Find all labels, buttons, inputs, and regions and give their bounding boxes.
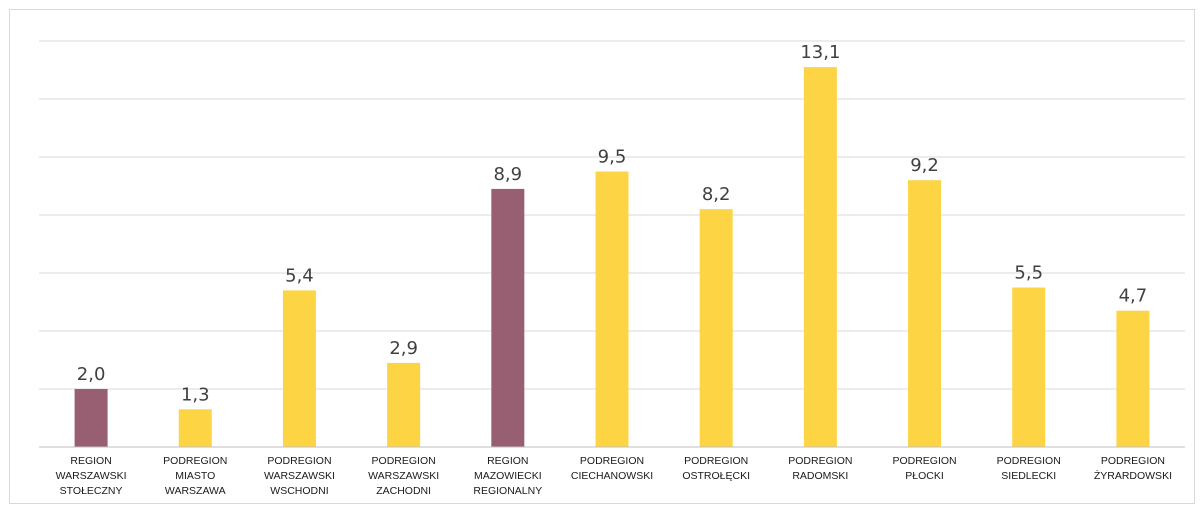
category-labels: REGION WARSZAWSKI STOŁECZNY PODREGION MIASTO…: [56, 455, 1172, 497]
value-label: 9,5: [598, 147, 627, 168]
category-label: PODREGION OSTROŁĘCKI: [682, 455, 750, 482]
category-label-line: REGION: [487, 455, 528, 467]
category-label-line: ŻYRARDOWSKI: [1094, 469, 1172, 482]
bar: [387, 362, 421, 447]
category-label-line: MAZOWIECKI: [474, 470, 542, 482]
category-label-line: PODREGION: [372, 455, 436, 467]
category-label-line: PŁOCKI: [905, 470, 944, 482]
category-label-line: SIEDLECKI: [1001, 470, 1056, 482]
category-label-line: WARSZAWSKI: [264, 470, 335, 482]
bar: [908, 180, 942, 447]
value-label: 8,9: [493, 164, 522, 185]
category-label: REGION WARSZAWSKI STOŁECZNY: [56, 455, 127, 497]
value-label: 8,2: [702, 184, 731, 205]
bar-chart: 2,0 1,3 5,4 2,9 8,9 9,5 8,2 13,1 9,2 5,5 4,7 REGIO…: [39, 40, 1185, 497]
category-label-line: MIASTO: [175, 470, 215, 482]
category-label-line: PODREGION: [788, 455, 852, 467]
bar: [595, 171, 629, 447]
category-label: PODREGION WARSZAWSKI WSCHODNI: [264, 455, 335, 497]
category-label: REGION MAZOWIECKI REGIONALNY: [473, 455, 542, 497]
category-label-line: CIECHANOWSKI: [571, 470, 653, 482]
value-label: 5,5: [1014, 263, 1043, 284]
category-label-line: REGION: [70, 455, 111, 467]
category-label: PODREGION RADOMSKI: [788, 455, 852, 482]
value-labels: 2,0 1,3 5,4 2,9 8,9 9,5 8,2 13,1 9,2 5,5 4,7: [77, 42, 1147, 405]
value-label: 4,7: [1119, 286, 1148, 307]
value-label: 1,3: [181, 384, 210, 405]
category-label-line: REGIONALNY: [473, 485, 542, 497]
category-label-line: WARSZAWA: [165, 485, 226, 497]
category-label: PODREGION CIECHANOWSKI: [571, 455, 653, 482]
bar: [178, 409, 212, 447]
value-label: 2,9: [389, 338, 418, 359]
category-label-line: PODREGION: [892, 455, 956, 467]
value-label: 9,2: [910, 155, 939, 176]
category-label: PODREGION ŻYRARDOWSKI: [1094, 455, 1172, 482]
category-label-line: PODREGION: [997, 455, 1061, 467]
category-label-line: RADOMSKI: [792, 470, 848, 482]
category-label-line: PODREGION: [1101, 455, 1165, 467]
category-label-line: PODREGION: [684, 455, 748, 467]
category-label-line: WARSZAWSKI: [368, 470, 439, 482]
chart-frame: 2,0 1,3 5,4 2,9 8,9 9,5 8,2 13,1 9,2 5,5 4,7 REGIO…: [9, 9, 1195, 504]
category-label-line: STOŁECZNY: [60, 485, 123, 497]
category-label: PODREGION MIASTO WARSZAWA: [163, 455, 227, 497]
category-label: PODREGION PŁOCKI: [892, 455, 956, 482]
bar: [491, 188, 525, 447]
value-label: 2,0: [77, 364, 106, 385]
bar: [282, 290, 316, 447]
bars: [74, 67, 1150, 447]
bar: [1116, 310, 1150, 447]
bar: [1012, 287, 1046, 447]
category-label: PODREGION SIEDLECKI: [997, 455, 1061, 482]
value-label: 13,1: [800, 42, 840, 63]
category-label-line: OSTROŁĘCKI: [682, 470, 750, 482]
category-label-line: WSCHODNI: [270, 485, 328, 497]
category-label-line: WARSZAWSKI: [56, 470, 127, 482]
category-label-line: PODREGION: [267, 455, 331, 467]
value-label: 5,4: [285, 265, 314, 286]
category-label-line: ZACHODNI: [376, 485, 431, 497]
bar: [699, 209, 733, 447]
category-label: PODREGION WARSZAWSKI ZACHODNI: [368, 455, 439, 497]
category-label-line: PODREGION: [163, 455, 227, 467]
bar: [803, 67, 837, 447]
category-label-line: PODREGION: [580, 455, 644, 467]
bar: [74, 389, 108, 447]
